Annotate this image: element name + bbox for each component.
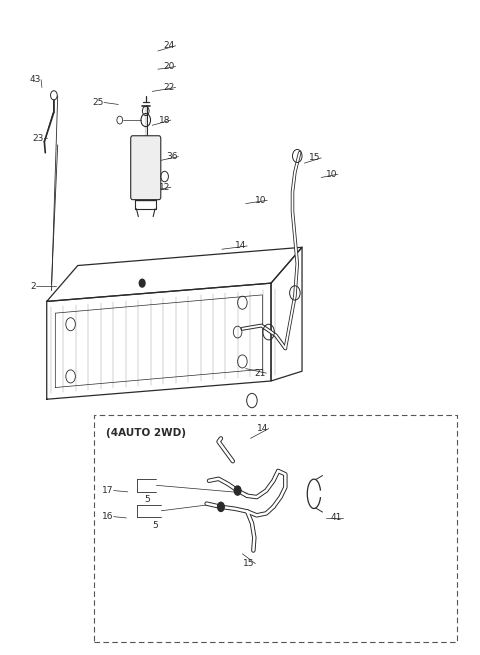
- Text: 5: 5: [144, 495, 150, 504]
- Text: 18: 18: [159, 115, 170, 124]
- Text: 43: 43: [29, 75, 40, 84]
- FancyBboxPatch shape: [131, 136, 161, 200]
- Text: 16: 16: [102, 512, 113, 521]
- Text: 25: 25: [92, 98, 103, 107]
- Circle shape: [234, 486, 241, 495]
- Text: 15: 15: [243, 559, 255, 568]
- Circle shape: [139, 279, 145, 287]
- Text: 36: 36: [167, 152, 178, 161]
- Text: 23: 23: [33, 134, 44, 143]
- Text: 5: 5: [152, 521, 158, 530]
- Text: 10: 10: [255, 196, 267, 205]
- Text: 15: 15: [309, 153, 321, 162]
- Text: 20: 20: [164, 62, 175, 71]
- Text: (4AUTO 2WD): (4AUTO 2WD): [107, 428, 186, 438]
- Text: 24: 24: [164, 41, 175, 50]
- Circle shape: [217, 502, 224, 512]
- Text: 22: 22: [164, 83, 175, 92]
- Text: 14: 14: [235, 242, 247, 250]
- Text: 2: 2: [30, 282, 36, 291]
- Text: 10: 10: [326, 170, 337, 179]
- Bar: [95, 415, 457, 642]
- Text: 12: 12: [159, 183, 170, 192]
- Text: 41: 41: [331, 514, 342, 523]
- Text: 14: 14: [257, 424, 268, 433]
- Text: 17: 17: [102, 486, 113, 495]
- Text: 21: 21: [254, 369, 266, 378]
